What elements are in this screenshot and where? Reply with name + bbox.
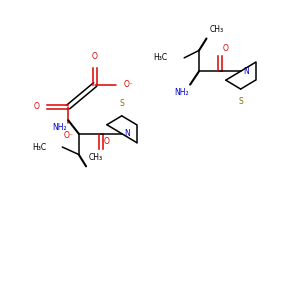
Text: N: N — [125, 129, 130, 138]
Text: NH₂: NH₂ — [52, 123, 67, 132]
Text: O: O — [223, 44, 229, 53]
Text: O⁻: O⁻ — [63, 131, 73, 140]
Text: CH₃: CH₃ — [89, 153, 103, 162]
Text: S: S — [119, 99, 124, 108]
Text: O: O — [33, 102, 39, 111]
Text: CH₃: CH₃ — [209, 25, 224, 34]
Text: O⁻: O⁻ — [123, 80, 133, 89]
Text: N: N — [244, 67, 249, 76]
Text: O: O — [104, 136, 110, 146]
Text: O: O — [92, 52, 98, 61]
Text: NH₂: NH₂ — [174, 88, 189, 97]
Text: S: S — [238, 97, 243, 106]
Text: H₃C: H₃C — [32, 142, 46, 152]
Text: H₃C: H₃C — [154, 53, 168, 62]
